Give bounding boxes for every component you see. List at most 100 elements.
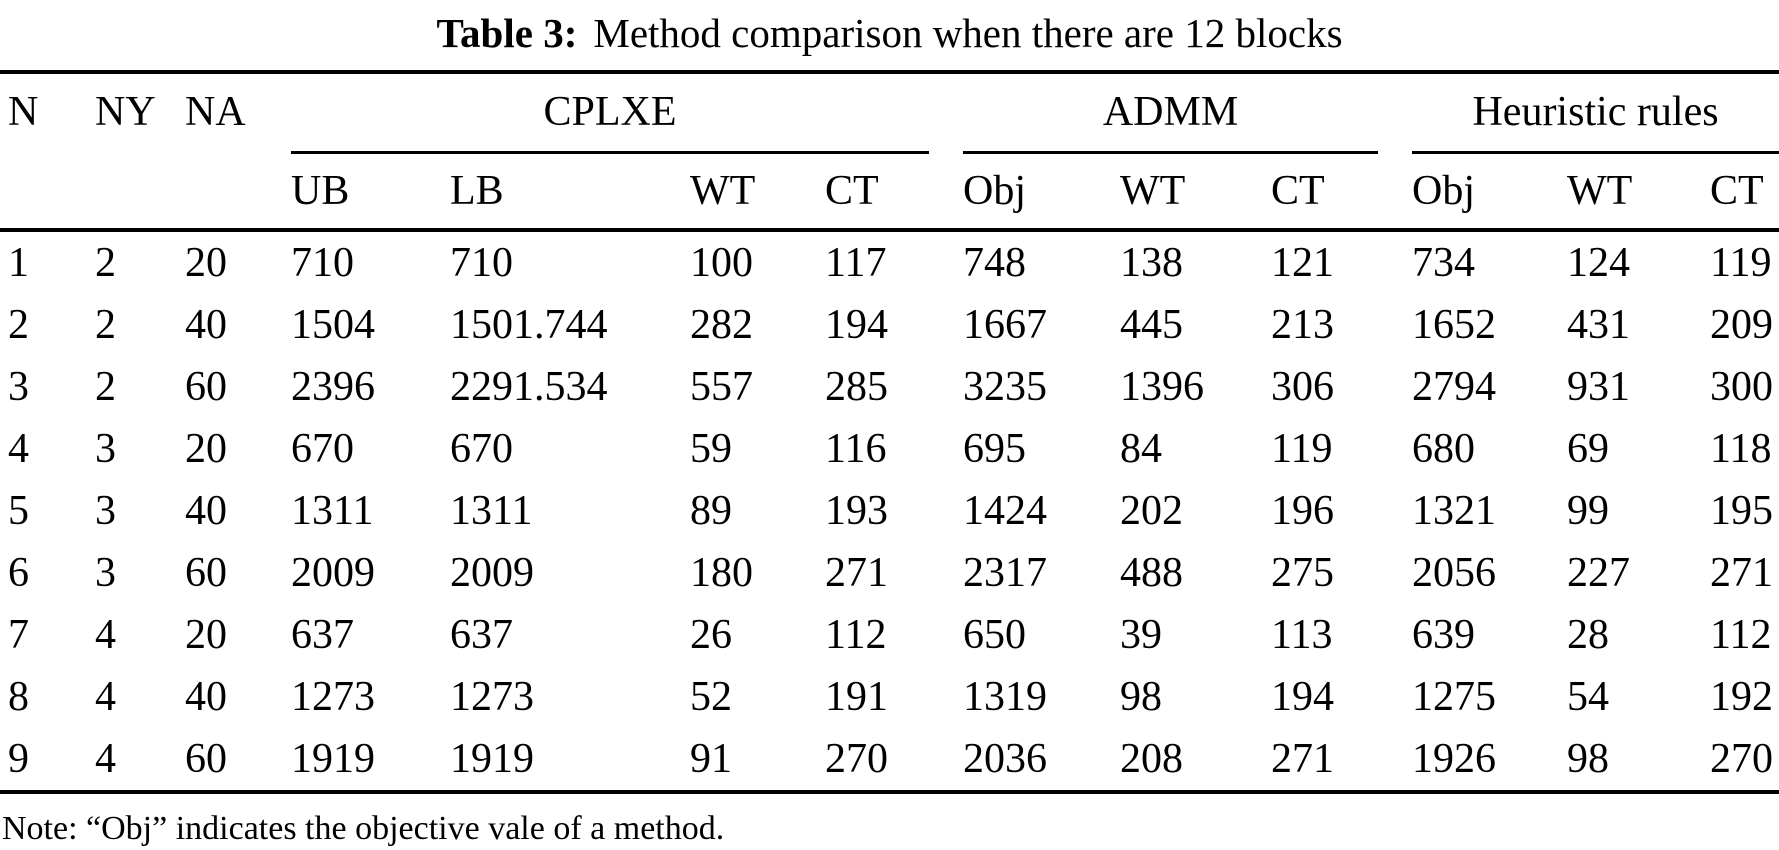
group-underline-row [0,150,1779,154]
table-cell: 119 [1710,240,1772,286]
table-cell: 670 [291,426,354,472]
table-cell: 100 [690,240,753,286]
table-cell: 124 [1567,240,1631,286]
table-cell: 59 [690,426,732,472]
table-cell: 180 [690,550,753,596]
table-cell: 26 [690,612,732,658]
cplxe-group-underline [291,150,930,154]
table-cell: 98 [1120,674,1163,720]
table-cell: 4 [95,736,116,782]
table-cell: 306 [1271,364,1335,410]
table-cell: 271 [1271,736,1335,782]
table-row: 6 3 60 2009 2009 180 271 2317 488 275 2056 227 271 [0,542,1779,604]
table-row: 3 2 60 2396 2291.534 557 285 3235 1396 306 2794 931… [0,356,1779,418]
table-cell: 5 [8,488,29,534]
subheader-heuristic-ct: CT [1710,154,1779,232]
table-cell: 488 [1120,550,1184,596]
table-cell: 28 [1567,612,1610,658]
column-header-ny: NY [95,89,156,135]
subheader-cplxe-wt: WT [690,154,825,232]
table-cell: 695 [963,426,1027,472]
table-cell: 202 [1120,488,1184,534]
table-cell: 1919 [450,736,534,782]
column-header-na: NA [185,89,246,135]
table-cell: 1667 [963,302,1048,348]
table-cell: 98 [1567,736,1610,782]
table-cell: 194 [825,302,888,348]
table-cell: 2056 [1412,550,1497,596]
table-cell: 271 [825,550,888,596]
table-cell: 2009 [291,550,375,596]
table-cell: 734 [1412,240,1476,286]
table-cell: 69 [1567,426,1610,472]
subheader-admm-obj: Obj [963,154,1121,232]
table-cell: 2317 [963,550,1048,596]
table-cell: 60 [185,736,227,782]
subheader-cplxe-lb: LB [450,154,690,232]
table-cell: 1311 [291,488,374,534]
table-cell: 2396 [291,364,375,410]
table-cell: 6 [8,550,29,596]
table-cell: 680 [1412,426,1476,472]
table-cell: 2 [8,302,29,348]
table-cell: 195 [1710,488,1774,534]
table-cell: 60 [185,550,227,596]
table-cell: 192 [1710,674,1774,720]
subheader-admm-ct: CT [1271,154,1413,232]
subheader-admm-wt: WT [1120,154,1272,232]
table-cell: 710 [291,240,354,286]
table-cell: 112 [825,612,887,658]
group-header-admm: ADMM [1102,89,1239,135]
table-header: N NY NA CPLXE ADMM Heuristic rules UB LB… [0,72,1779,232]
table-cell: 300 [1710,364,1774,410]
table-cell: 20 [185,426,227,472]
table-cell: 4 [95,612,116,658]
table-cell: 194 [1271,674,1335,720]
table-cell: 748 [963,240,1027,286]
table-cell: 91 [690,736,732,782]
table-cell: 208 [1120,736,1184,782]
table-cell: 227 [1567,550,1631,596]
table-cell: 285 [825,364,888,410]
table-cell: 2036 [963,736,1048,782]
table-cell: 4 [95,674,116,720]
table-row: 9 4 60 1919 1919 91 270 2036 208 271 1926 98 270 [0,728,1779,792]
table-cell: 3 [8,364,29,410]
table-cell: 138 [1120,240,1184,286]
table-cell: 196 [1271,488,1335,534]
group-header-cplxe: CPLXE [543,89,677,135]
table-cell: 931 [1567,364,1631,410]
table-cell: 60 [185,364,227,410]
table-cell: 2 [95,240,116,286]
table-cell: 113 [1271,612,1333,658]
table-cell: 639 [1412,612,1476,658]
table-cell: 2 [95,364,116,410]
table-cell: 1652 [1412,302,1497,348]
comparison-table: N NY NA CPLXE ADMM Heuristic rules UB LB… [0,70,1779,794]
table-cell: 118 [1710,426,1772,472]
table-cell: 270 [825,736,888,782]
group-header-row: N NY NA CPLXE ADMM Heuristic rules [0,72,1779,150]
column-header-n: N [8,89,39,135]
table-cell: 282 [690,302,753,348]
table-cell: 1273 [291,674,375,720]
table-note: Note: “Obj” indicates the objective vale… [2,810,725,847]
table-cell: 1424 [963,488,1048,534]
table-cell: 84 [1120,426,1163,472]
table-cell: 52 [690,674,732,720]
subheader-heuristic-obj: Obj [1412,154,1568,232]
table-cell: 445 [1120,302,1184,348]
table-cell: 99 [1567,488,1610,534]
table-cell: 40 [185,674,227,720]
table-row: 2 2 40 1504 1501.744 282 194 1667 445 213 1652 431 2… [0,294,1779,356]
table-cell: 271 [1710,550,1774,596]
table-cell: 270 [1710,736,1774,782]
table-cell: 1321 [1412,488,1497,534]
table-cell: 213 [1271,302,1335,348]
table-cell: 1275 [1412,674,1497,720]
table-cell: 39 [1120,612,1163,658]
table-cell: 191 [825,674,888,720]
table-cell: 9 [8,736,29,782]
table-cell: 1273 [450,674,534,720]
